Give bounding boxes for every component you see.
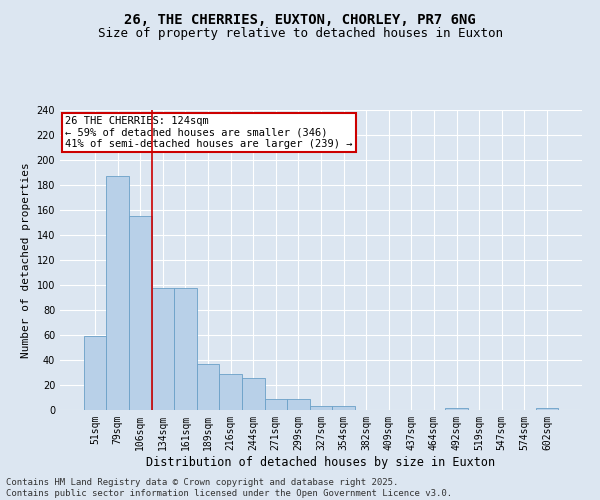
Bar: [242, 378, 265, 410]
Bar: [445, 408, 468, 410]
Bar: [220, 374, 242, 410]
Text: 26, THE CHERRIES, EUXTON, CHORLEY, PR7 6NG: 26, THE CHERRIES, EUXTON, CHORLEY, PR7 6…: [124, 12, 476, 26]
Bar: [106, 176, 129, 410]
Bar: [84, 336, 106, 410]
Bar: [310, 406, 332, 410]
Bar: [287, 399, 310, 410]
Bar: [174, 288, 197, 410]
Text: Size of property relative to detached houses in Euxton: Size of property relative to detached ho…: [97, 28, 503, 40]
Bar: [536, 408, 558, 410]
Bar: [129, 216, 152, 410]
Text: 26 THE CHERRIES: 124sqm
← 59% of detached houses are smaller (346)
41% of semi-d: 26 THE CHERRIES: 124sqm ← 59% of detache…: [65, 116, 353, 149]
Y-axis label: Number of detached properties: Number of detached properties: [21, 162, 31, 358]
Bar: [265, 399, 287, 410]
Bar: [197, 364, 220, 410]
Text: Contains HM Land Registry data © Crown copyright and database right 2025.
Contai: Contains HM Land Registry data © Crown c…: [6, 478, 452, 498]
Bar: [332, 406, 355, 410]
X-axis label: Distribution of detached houses by size in Euxton: Distribution of detached houses by size …: [146, 456, 496, 468]
Bar: [152, 288, 174, 410]
